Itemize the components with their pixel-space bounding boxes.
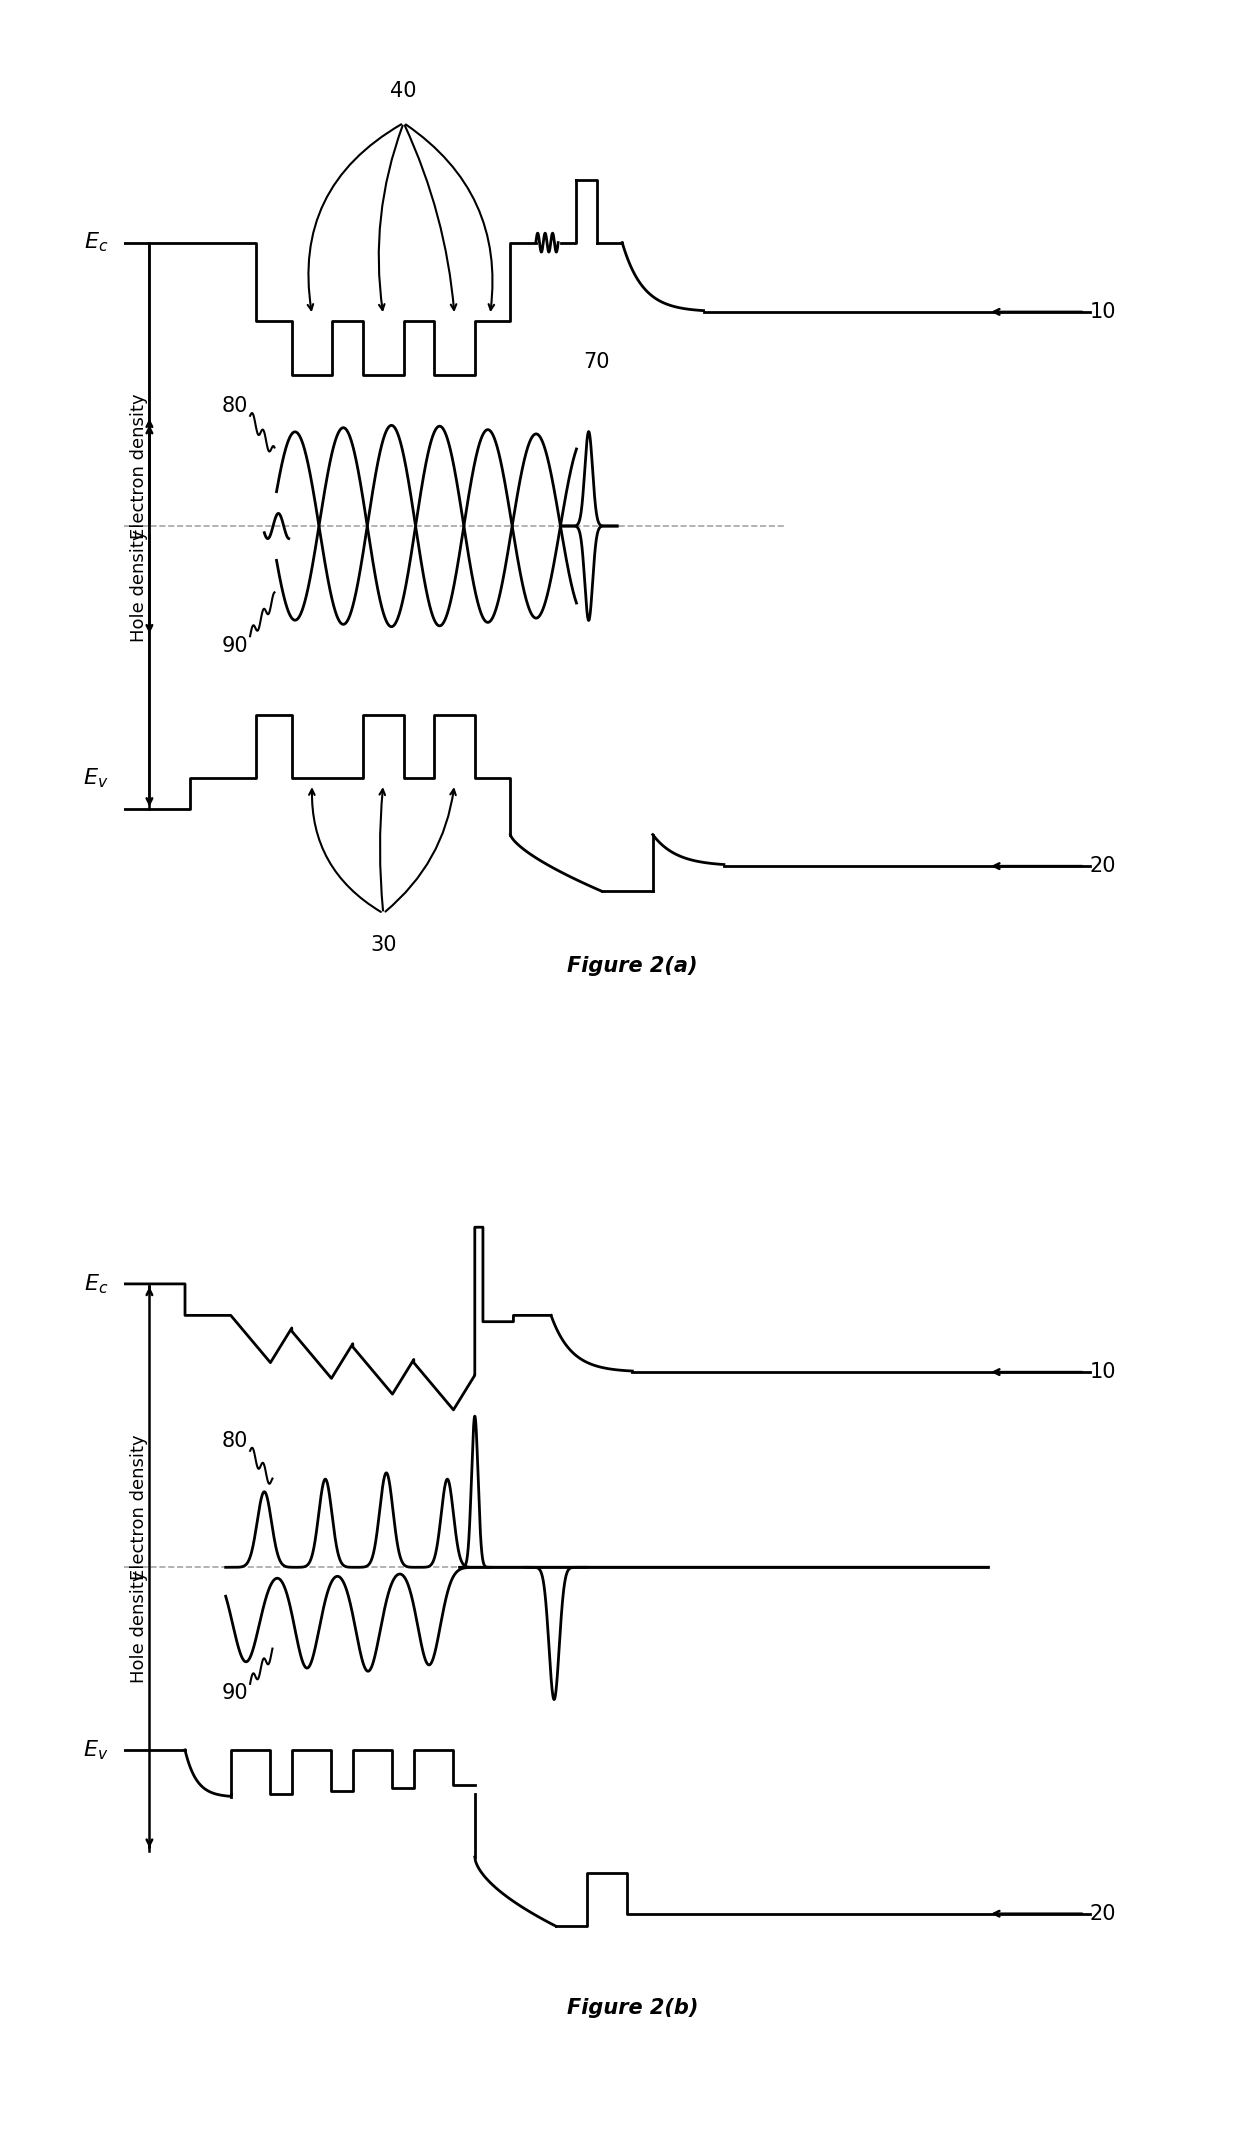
Text: Hole density: Hole density	[130, 530, 149, 642]
Text: 90: 90	[222, 636, 248, 655]
Text: 90: 90	[222, 1683, 248, 1703]
Text: 70: 70	[584, 352, 610, 371]
Text: 20: 20	[1090, 1904, 1116, 1924]
Text: Electron density: Electron density	[130, 393, 149, 539]
Text: 20: 20	[1090, 857, 1116, 876]
Text: 80: 80	[222, 397, 248, 417]
Text: 80: 80	[222, 1432, 248, 1451]
Text: $E_v$: $E_v$	[83, 1739, 109, 1763]
Text: 10: 10	[1090, 303, 1116, 322]
Text: $E_c$: $E_c$	[84, 1273, 109, 1295]
Text: Figure 2(b): Figure 2(b)	[567, 1997, 698, 2018]
Text: $E_v$: $E_v$	[83, 766, 109, 790]
Text: 30: 30	[370, 936, 397, 955]
Text: 10: 10	[1090, 1361, 1116, 1383]
Text: $E_c$: $E_c$	[84, 232, 109, 253]
Text: Hole density: Hole density	[130, 1572, 149, 1683]
Text: Figure 2(a): Figure 2(a)	[567, 955, 698, 977]
Text: Electron density: Electron density	[130, 1434, 149, 1580]
Text: 40: 40	[391, 82, 417, 101]
